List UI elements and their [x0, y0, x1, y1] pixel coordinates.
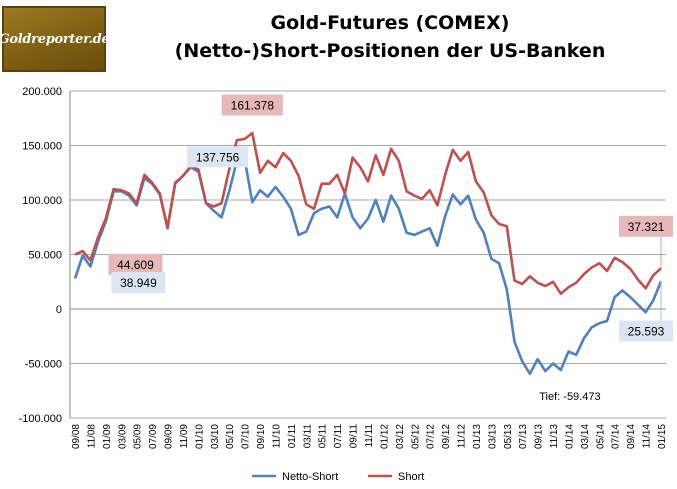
- x-tick-label: 11/10: [271, 424, 282, 449]
- x-tick-label: 11/13: [549, 424, 560, 449]
- annotation-label: 44.609: [117, 258, 154, 272]
- x-tick-label: 01/15: [657, 424, 668, 449]
- x-tick-label: 11/11: [364, 424, 375, 448]
- x-tick-label: 09/14: [626, 424, 637, 449]
- x-tick-label: 05/11: [318, 424, 329, 449]
- y-axis: -100.000 -50.000 0 50.000 100.000 150.000 200.…: [19, 86, 71, 425]
- x-tick-label: 01/09: [102, 424, 113, 449]
- logo: Goldreporter.de: [0, 6, 110, 72]
- x-tick-label: 09/12: [441, 424, 452, 449]
- x-tick-label: 07/14: [611, 424, 622, 449]
- x-tick-label: 11/14: [642, 424, 653, 449]
- annotation-box: [108, 253, 163, 275]
- x-tick-label: 03/11: [302, 424, 313, 449]
- x-tick-label: 11/09: [179, 424, 190, 449]
- y-tick-label: -100.000: [19, 413, 62, 425]
- chart-title: Gold-Futures (COMEX): [270, 12, 510, 34]
- x-tick-label: 09/08: [71, 424, 82, 449]
- x-tick-label: 05/13: [503, 424, 514, 449]
- x-tick-label: 07/09: [148, 424, 159, 449]
- x-tick-label: 01/11: [287, 424, 298, 449]
- annotation-box: [111, 272, 166, 294]
- y-tick-label: 0: [56, 304, 62, 316]
- x-tick-label: 03/14: [580, 424, 591, 449]
- x-tick-label: 03/09: [117, 424, 128, 449]
- legend-label: Short: [398, 471, 424, 483]
- y-tick-label: 100.000: [22, 195, 62, 207]
- x-tick-label: 01/12: [379, 424, 390, 449]
- annotations: 161.378 137.756 44.609 38.949 37.321 25.593 Ti…: [108, 94, 673, 403]
- x-tick-label: 05/09: [133, 424, 144, 449]
- x-tick-label: 01/10: [194, 424, 205, 449]
- x-tick-label: 03/12: [395, 424, 406, 449]
- x-axis: 09/08 11/08 01/09 03/09 05/09 07/09 09/09 11/09…: [70, 308, 668, 449]
- series-line-short: [74, 131, 662, 296]
- annotation-box: [221, 94, 283, 116]
- annotation-label: 25.593: [628, 325, 665, 339]
- x-tick-label: 11/08: [86, 424, 97, 449]
- x-tick-label: 09/09: [164, 424, 175, 449]
- x-tick-label: 09/13: [534, 424, 545, 449]
- legend: Netto-Short Short: [252, 471, 424, 483]
- grid: [70, 90, 666, 419]
- x-tick-label: 05/12: [410, 424, 421, 449]
- x-tick-label: 07/13: [518, 424, 529, 449]
- legend-label: Netto-Short: [282, 471, 338, 483]
- annotation-label: 137.756: [196, 150, 240, 164]
- y-tick-label: 150.000: [22, 141, 62, 153]
- y-tick-label: 50.000: [28, 250, 62, 262]
- annotation-box: [619, 320, 673, 342]
- series-lines: [73, 131, 663, 376]
- x-tick-label: 07/12: [426, 424, 437, 449]
- x-tick-label: 03/10: [210, 424, 221, 449]
- x-tick-label: 07/10: [241, 424, 252, 449]
- x-tick-label: 01/13: [472, 424, 483, 449]
- annotation-label: Tief: -59.473: [539, 391, 600, 403]
- annotation-label: 38.949: [120, 276, 157, 290]
- logo-text: Goldreporter.de: [0, 31, 110, 47]
- series-line-netto-short: [73, 157, 663, 376]
- x-tick-label: 03/13: [487, 424, 498, 449]
- annotation-label: 37.321: [628, 220, 665, 234]
- x-tick-label: 11/12: [457, 424, 468, 449]
- x-tick-label: 05/10: [225, 424, 236, 449]
- chart-subtitle: (Netto-)Short-Positionen der US-Banken: [174, 40, 606, 62]
- x-tick-label: 01/14: [564, 424, 575, 449]
- y-tick-label: 200.000: [22, 86, 62, 98]
- x-tick-label: 05/14: [595, 424, 606, 449]
- x-tick-label: 07/11: [333, 424, 344, 449]
- annotation-label: 161.378: [231, 99, 275, 113]
- annotation-box: [187, 146, 249, 168]
- x-tick-label: 09/10: [256, 424, 267, 449]
- chart-title-block: Gold-Futures (COMEX) (Netto-)Short-Posit…: [120, 9, 660, 65]
- y-tick-label: -50.000: [25, 359, 62, 371]
- annotation-box: [619, 215, 673, 237]
- x-tick-label: 09/11: [349, 424, 360, 449]
